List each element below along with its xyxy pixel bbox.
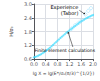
svg-text:1.8: 1.8 [24,29,32,35]
svg-text:Finite element calculations: Finite element calculations [35,48,96,53]
svg-text:(Tabor): (Tabor) [61,10,79,16]
svg-text:0.8: 0.8 [54,61,62,67]
svg-text:lg X = lg(E*/σ₀(π/3)^{1/2}): lg X = lg(E*/σ₀(π/3)^{1/2}) [33,71,95,76]
svg-text:1.2: 1.2 [65,61,73,67]
svg-text:1.6: 1.6 [77,61,85,67]
svg-text:2.0: 2.0 [89,61,97,67]
svg-text:3.0: 3.0 [24,1,32,7]
svg-text:0.0: 0.0 [30,61,38,67]
svg-text:0.4: 0.4 [42,61,50,67]
svg-text:Experience: Experience [50,4,79,11]
svg-text:0.6: 0.6 [23,56,32,63]
svg-text:1.2: 1.2 [24,42,32,48]
svg-text:H/σ₀: H/σ₀ [8,26,14,37]
svg-text:2.4: 2.4 [24,15,32,21]
